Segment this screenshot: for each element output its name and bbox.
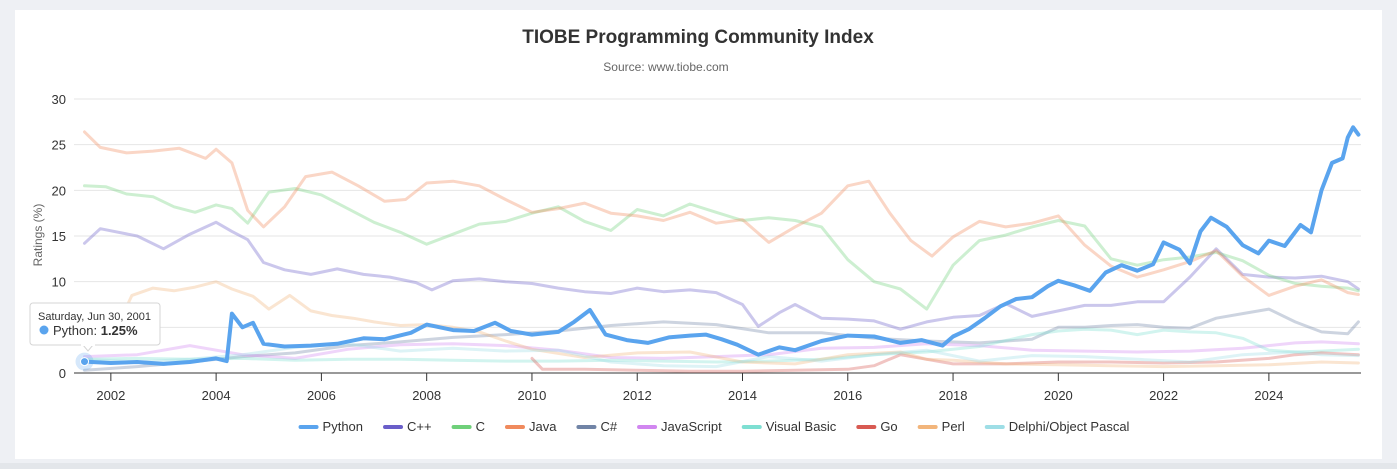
series-line-go[interactable] [530,351,1360,373]
legend-label: Delphi/Object Pascal [1009,419,1130,434]
y-tick-label: 0 [59,366,66,381]
legend-label: JavaScript [661,419,722,434]
legend-item-delphi-object-pascal[interactable]: Delphi/Object Pascal [984,419,1130,434]
legend-label: Perl [942,419,965,434]
x-tick-label: 2004 [202,388,231,403]
x-tick-label: 2020 [1044,388,1073,403]
legend-label: C [476,419,485,434]
tooltip-value: 1.25% [101,323,138,338]
tooltip-series-name: Python [53,323,93,338]
tiobe-line-chart: TIOBE Programming Community Index Source… [29,27,1361,434]
legend-item-javascript[interactable]: JavaScript [637,419,722,434]
series-line-visual-basic[interactable] [83,327,1360,364]
legend-item-visual-basic[interactable]: Visual Basic [741,419,837,434]
series-line-java[interactable] [83,130,1360,297]
legend-label: Visual Basic [766,419,837,434]
legend-label: C++ [407,419,432,434]
x-tick-label: 2008 [412,388,441,403]
series-line-c[interactable] [83,184,1360,311]
chart-card: TIOBE Programming Community Index Source… [15,10,1382,459]
x-tick-label: 2010 [517,388,546,403]
x-tick-label: 2022 [1149,388,1178,403]
legend-item-java[interactable]: Java [504,419,557,434]
x-tick-label: 2006 [307,388,336,403]
y-axis-title: Ratings (%) [31,204,45,267]
page-bottom-border [0,463,1397,469]
tooltip-series-dot [39,325,49,335]
series-line-c-[interactable] [83,220,1360,331]
y-axis-ticks: 051015202530 [52,92,66,381]
legend-label: Python [323,419,363,434]
legend-item-c[interactable]: C [451,419,485,434]
grid-lines [74,98,1361,374]
legend-item-python[interactable]: Python [298,419,363,434]
x-tick-label: 2018 [939,388,968,403]
y-tick-label: 15 [52,229,66,244]
x-tick-label: 2016 [833,388,862,403]
y-tick-label: 10 [52,275,66,290]
series-line-python[interactable] [82,125,1361,366]
chart-title: TIOBE Programming Community Index [522,27,874,48]
tooltip: Saturday, Jun 30, 2001 Python: 1.25% [29,302,161,352]
x-tick-label: 2024 [1254,388,1283,403]
legend-item-go[interactable]: Go [856,419,898,434]
legend: Python C++ C Java C# JavaScript Visual Basic Go… [298,419,1130,434]
legend-label: Go [880,419,897,434]
tooltip-date: Saturday, Jun 30, 2001 [38,311,151,323]
legend-item-c-[interactable]: C# [576,419,618,434]
series-line-perl[interactable] [83,280,1360,369]
hover-marker [75,352,94,371]
chart-subtitle: Source: www.tiobe.com [603,60,728,74]
legend-item-c-[interactable]: C++ [383,419,432,434]
series-lines [82,125,1361,373]
series-line-c-[interactable] [83,307,1360,372]
legend-label: C# [600,419,617,434]
x-tick-label: 2012 [623,388,652,403]
x-tick-label: 2002 [96,388,125,403]
y-tick-label: 20 [52,183,66,198]
svg-text:Python: 1.25%: Python: 1.25% [53,323,138,338]
x-axis-ticks: 2002 2004 2006 2008 2010 2012 2014 2016 2018 2020… [96,373,1283,403]
y-tick-label: 25 [52,138,66,153]
legend-item-perl[interactable]: Perl [917,419,965,434]
y-tick-label: 30 [52,92,66,107]
series-line-javascript[interactable] [83,340,1360,360]
legend-label: Java [529,419,557,434]
x-tick-label: 2014 [728,388,757,403]
hover-point [80,357,90,367]
